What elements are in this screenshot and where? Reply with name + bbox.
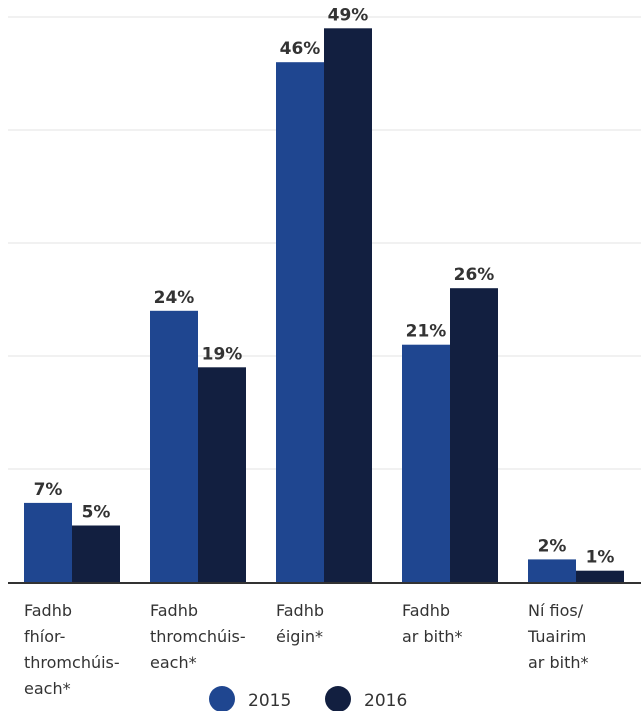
bar-2015-1 [24, 502, 72, 582]
category-label: éigin* [276, 627, 323, 646]
category-label: Fadhb [150, 601, 198, 620]
category-label: Fadhb [24, 601, 72, 620]
category-label: thromchúis- [150, 627, 246, 646]
legend-label: 2015 [248, 691, 291, 711]
data-label: 26% [454, 265, 495, 285]
data-label: 2% [538, 536, 567, 556]
legend: 2015 2016 [209, 686, 407, 711]
bars: 7% 24% 46% 21% 2% 5% 19% 49% 26% 1% [24, 5, 624, 583]
category-label: Ní fios/ [528, 601, 584, 620]
bar-2016-1 [72, 525, 120, 582]
category-label: ar bith* [528, 653, 588, 672]
category-label: each* [150, 653, 197, 672]
bar-2016-4 [450, 288, 498, 582]
bar-2015-2 [150, 310, 198, 582]
data-label: 21% [406, 322, 447, 342]
legend-label: 2016 [364, 691, 407, 711]
bar-2015-3 [276, 62, 324, 582]
category-label: Fadhb [276, 601, 324, 620]
bar-2016-5 [576, 570, 624, 582]
bar-2016-3 [324, 28, 372, 583]
data-label: 49% [328, 5, 369, 25]
data-label: 24% [154, 288, 195, 308]
category-label: ar bith* [402, 627, 462, 646]
data-label: 46% [280, 39, 321, 59]
bar-2015-5 [528, 559, 576, 582]
category-label: fhíor- [24, 627, 65, 646]
legend-marker-2016 [325, 686, 351, 711]
data-label: 1% [586, 548, 615, 568]
category-label: thromchúis- [24, 653, 120, 672]
category-label: each* [24, 679, 71, 698]
category-label: Tuairim [527, 627, 586, 646]
data-label: 7% [34, 480, 63, 500]
bar-2016-2 [198, 367, 246, 582]
bar-2015-4 [402, 344, 450, 582]
data-label: 5% [82, 503, 111, 523]
legend-marker-2015 [209, 686, 235, 711]
data-label: 19% [202, 344, 243, 364]
category-label: Fadhb [402, 601, 450, 620]
category-labels: Fadhb fhíor-thromchúis-each* Fadhb thromchú… [24, 601, 588, 698]
